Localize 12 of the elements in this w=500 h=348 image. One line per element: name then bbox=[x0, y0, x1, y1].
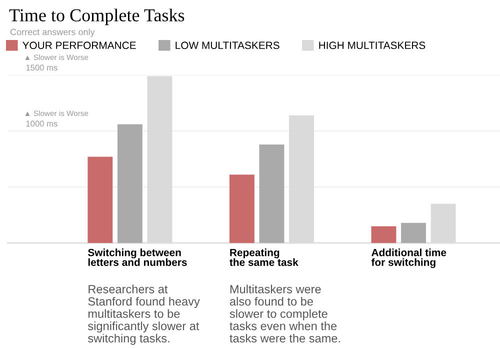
text: Researchers at Stanford found heavy multitaskers to be significantly slower at switching tasks. bbox=[88, 284, 200, 345]
legend-label: YOUR PERFORMANCE bbox=[22, 42, 136, 50]
text: Multitaskers were also found to be slower to complete tasks even when the tasks were the same. bbox=[230, 284, 340, 342]
x-tick-label: Additional time for switching bbox=[371, 248, 446, 268]
y-tick-label: 1000 ms bbox=[26, 120, 58, 127]
y-tick-label: 1500 ms bbox=[26, 64, 58, 71]
x-tick-label: Repeating the same task bbox=[230, 248, 298, 266]
legend-label: HIGH MULTITASKERS bbox=[319, 42, 426, 50]
chart-subtitle: Correct answers only bbox=[10, 28, 95, 37]
legend-label: LOW MULTITASKERS bbox=[176, 42, 280, 50]
chart-title: Time to Complete Tasks bbox=[9, 8, 184, 26]
x-tick-label: Switching between letters and numbers bbox=[88, 248, 187, 266]
